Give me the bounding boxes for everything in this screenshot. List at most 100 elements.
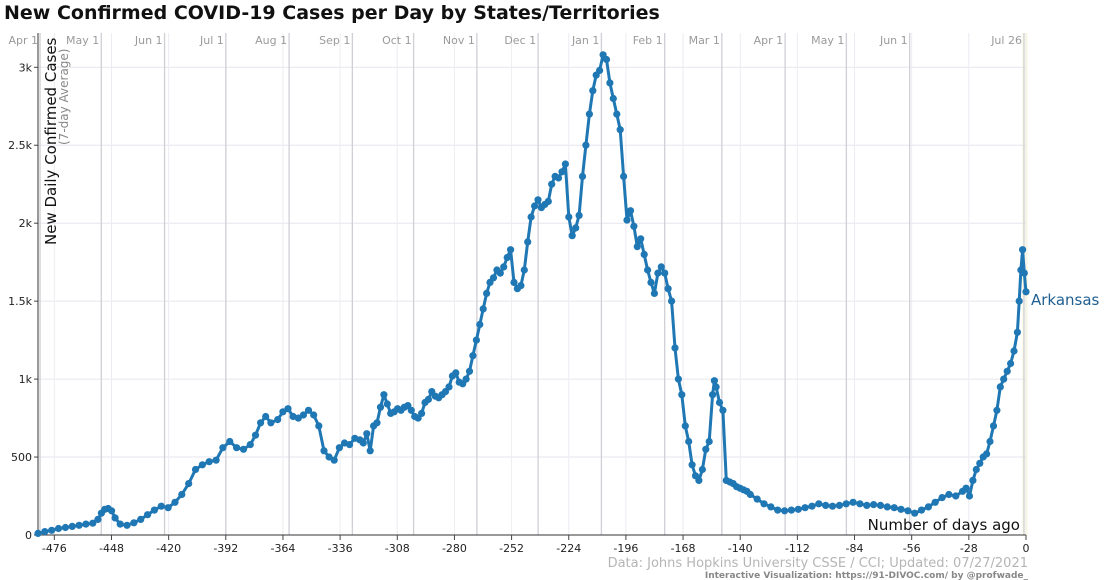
data-point <box>664 285 672 293</box>
month-label: May 1 <box>811 34 844 47</box>
data-point <box>969 476 977 484</box>
data-point <box>68 522 76 531</box>
data-point <box>945 490 953 499</box>
data-point <box>137 515 145 524</box>
data-point <box>996 383 1004 391</box>
data-point <box>712 383 720 391</box>
data-point <box>558 168 566 176</box>
data-point <box>479 305 487 313</box>
data-point <box>299 411 307 419</box>
data-point <box>171 498 179 506</box>
x-tick-label: -476 <box>42 542 67 555</box>
month-label: Apr 1 <box>754 34 784 47</box>
data-point <box>993 406 1001 414</box>
x-tick-label: -308 <box>385 542 410 555</box>
data-point <box>582 141 590 149</box>
data-point <box>702 445 710 453</box>
data-point <box>469 352 477 360</box>
data-point <box>239 445 248 453</box>
data-point <box>507 246 515 254</box>
x-tick-label: -84 <box>846 542 864 555</box>
data-point <box>938 494 946 502</box>
data-point <box>801 504 809 512</box>
data-point <box>150 506 158 514</box>
month-label: Jul 26 <box>990 34 1022 47</box>
data-point <box>863 501 871 509</box>
data-point <box>620 172 628 180</box>
x-tick-label: -336 <box>328 542 353 555</box>
data-point <box>54 524 63 533</box>
data-point <box>123 521 131 529</box>
data-point <box>226 437 234 446</box>
data-point <box>262 412 270 421</box>
data-point <box>575 211 583 219</box>
data-point <box>191 465 200 474</box>
data-point <box>630 222 638 230</box>
data-point <box>373 419 381 427</box>
data-point <box>709 391 717 399</box>
month-label: Sep 1 <box>319 34 350 47</box>
data-point <box>335 444 343 452</box>
data-point <box>568 232 576 240</box>
x-tick-label: -280 <box>442 542 467 555</box>
data-point <box>34 529 42 538</box>
data-point <box>496 269 504 277</box>
data-point <box>108 507 116 515</box>
x-tick-label: -196 <box>613 542 638 555</box>
data-point <box>613 110 621 118</box>
data-point <box>952 492 960 500</box>
data-point <box>41 528 49 536</box>
data-point <box>856 500 864 508</box>
data-point <box>548 180 556 188</box>
data-point <box>346 441 354 449</box>
footer-credit: Interactive Visualization: https://91-DI… <box>705 571 1029 580</box>
data-point <box>462 375 470 383</box>
x-tick-label: -112 <box>785 542 810 555</box>
data-point <box>61 523 69 532</box>
data-point <box>685 437 693 446</box>
month-label: May 1 <box>66 34 99 47</box>
data-point <box>688 461 696 469</box>
data-point <box>671 344 679 352</box>
data-point <box>602 55 611 64</box>
data-point <box>787 506 796 514</box>
data-point <box>661 269 669 277</box>
x-tick-label: -448 <box>99 542 124 555</box>
y-tick-label: 3k <box>19 61 33 74</box>
data-point <box>489 274 498 282</box>
data-point <box>794 505 802 513</box>
x-tick-label: -140 <box>728 542 753 555</box>
data-point <box>674 375 683 383</box>
data-point <box>520 266 528 274</box>
data-point <box>380 391 388 399</box>
data-point <box>527 213 535 221</box>
data-point <box>1015 297 1023 305</box>
data-point <box>650 289 659 297</box>
data-point <box>376 403 385 411</box>
data-point <box>654 269 662 277</box>
data-point <box>383 400 391 408</box>
data-point <box>883 503 891 511</box>
y-tick-label: 2k <box>19 217 33 230</box>
data-point <box>626 207 635 215</box>
data-point <box>719 406 727 414</box>
x-tick-label: 0 <box>1023 542 1030 555</box>
data-point <box>917 506 926 514</box>
data-point <box>452 369 460 377</box>
axis-layer: 0 500 1k 1.5k 2k 2.5k 3k -476 -448 -420 -392 -364 -3… <box>8 33 1030 555</box>
data-point <box>94 515 102 524</box>
data-point <box>695 476 703 484</box>
data-point <box>111 514 119 522</box>
data-point <box>640 250 648 258</box>
y-tick-label: 0 <box>25 529 32 542</box>
data-point <box>606 79 614 87</box>
y-tick-label: 1.5k <box>8 295 32 308</box>
data-point <box>561 160 570 168</box>
data-point <box>983 450 991 458</box>
data-point <box>554 174 563 182</box>
data-point <box>274 416 282 424</box>
data-point <box>407 406 415 414</box>
x-tick-label: -168 <box>671 542 696 555</box>
data-point <box>1010 347 1018 355</box>
data-point <box>212 456 220 464</box>
